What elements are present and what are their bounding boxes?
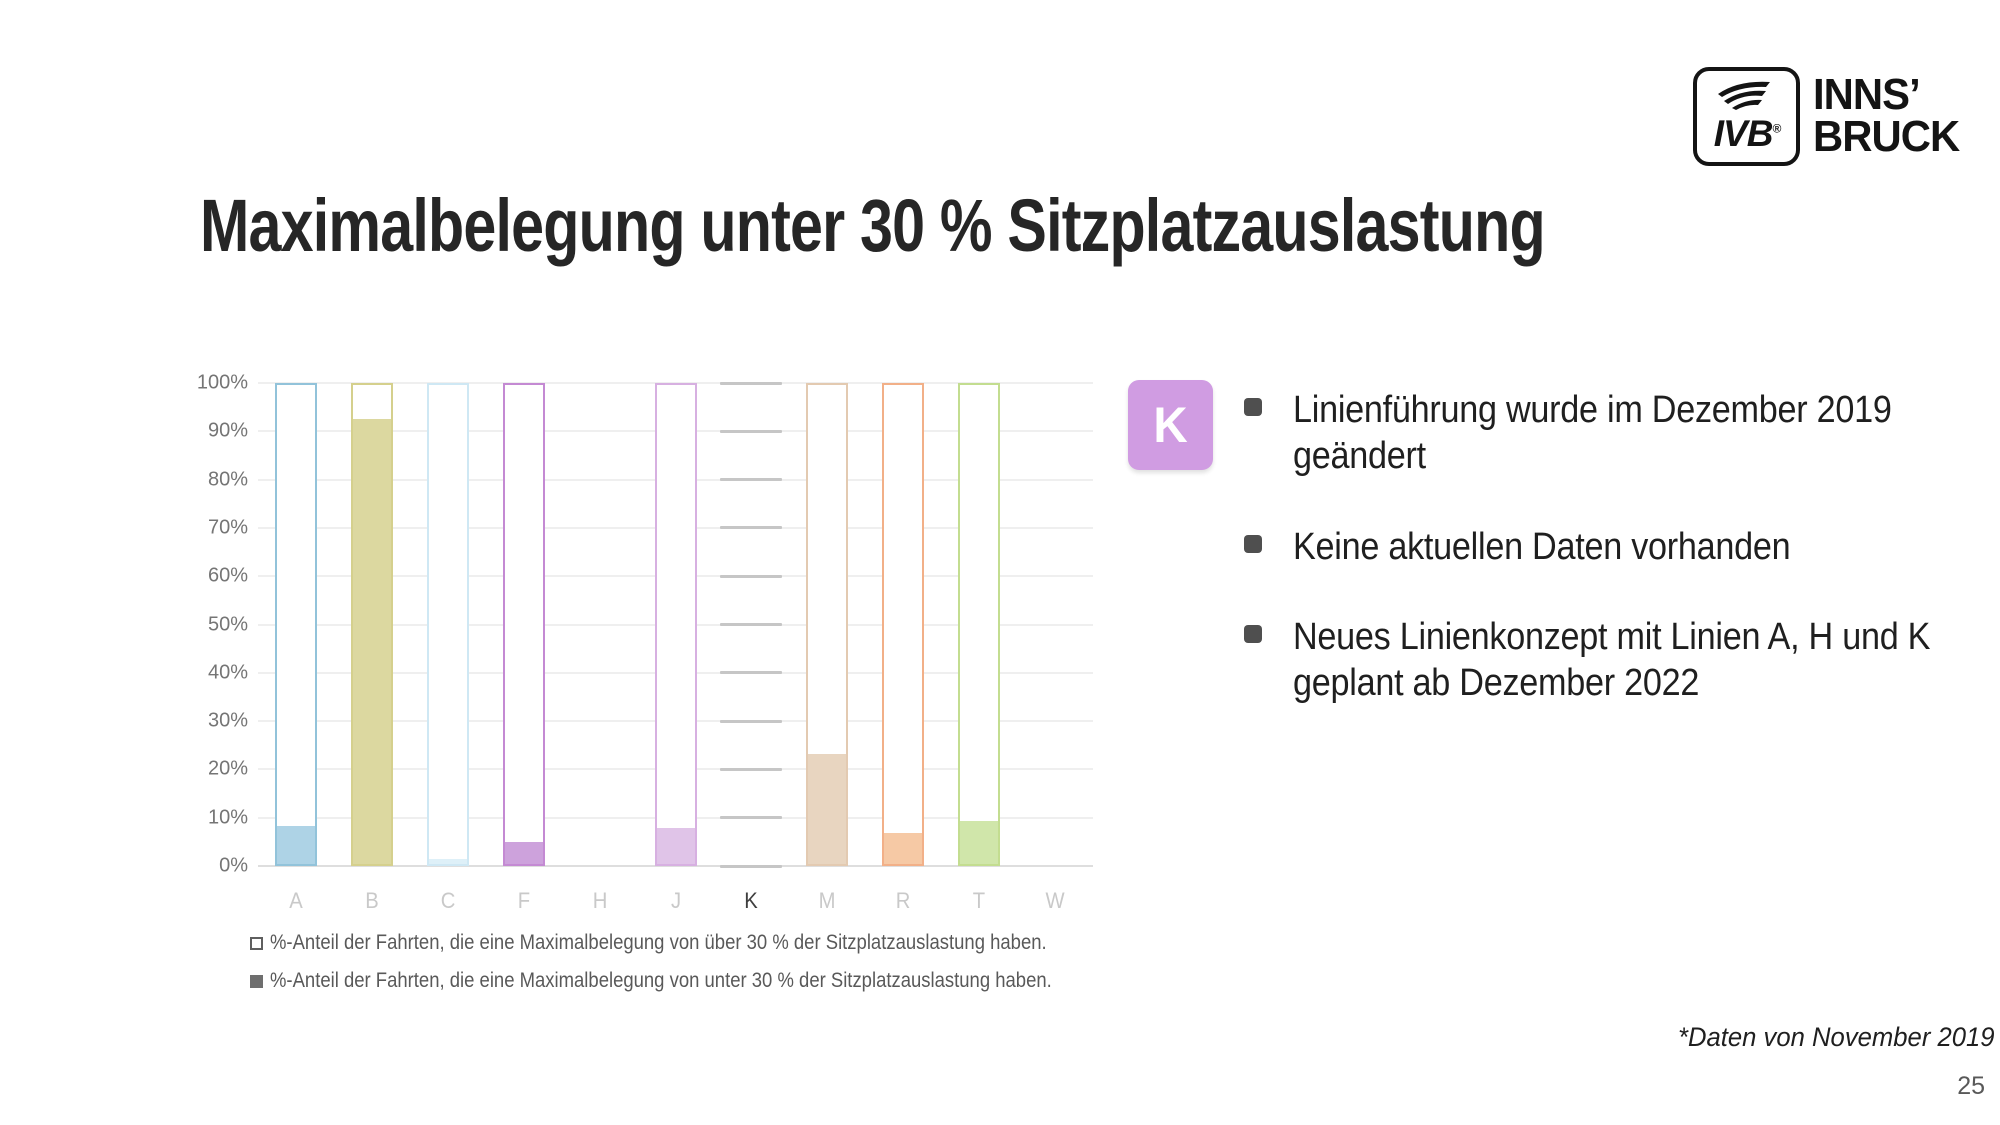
x-axis-label-A: A (289, 888, 303, 913)
bullet-item-3: Neues Linienkonzept mit Linien A, H und … (1244, 614, 2000, 706)
bar-F (502, 383, 545, 866)
bullet-text: Neues Linienkonzept mit Linien A, H und … (1293, 616, 1931, 704)
x-axis-label-F: F (517, 888, 530, 913)
bar-M (806, 383, 849, 866)
bullet-square-icon (1244, 625, 1262, 643)
x-axis-label-C: C (440, 888, 456, 913)
y-tick-label-90: 90% (207, 419, 248, 442)
bar-T (958, 383, 1001, 866)
bullet-item-2: Keine aktuellen Daten vorhanden (1244, 524, 2000, 570)
y-tick-label-30: 30% (207, 709, 248, 732)
bar-A (274, 383, 317, 866)
x-axis-label-W: W (1045, 888, 1065, 913)
x-axis-label-M: M (818, 888, 836, 913)
y-tick-label-50: 50% (207, 613, 248, 635)
gridline-0 (258, 865, 1093, 867)
bar-fill-T (960, 820, 999, 864)
no-data-dash-K-30 (720, 719, 783, 723)
no-data-dash-K-100 (720, 381, 783, 385)
x-axis-label-K: K (744, 888, 759, 913)
data-source-footnote: *Daten von November 2019 (1678, 1022, 1995, 1052)
y-tick-label-20: 20% (207, 757, 248, 780)
bullet-text: Keine aktuellen Daten vorhanden (1293, 526, 1791, 568)
innsbruck-logo-text: INNS’ BRUCK (1813, 70, 1960, 161)
x-axis-label-B: B (365, 888, 379, 913)
page-title: Maximalbelegung unter 30 % Sitzplatzausl… (200, 184, 1546, 267)
line-k-badge: K (1128, 380, 1213, 470)
no-data-dash-K-60 (720, 574, 783, 578)
bar-fill-M (808, 753, 847, 864)
bullet-text: Linienführung wurde im Dezember 2019 geä… (1293, 389, 1892, 477)
no-data-dash-K-70 (720, 526, 783, 530)
y-tick-label-80: 80% (207, 468, 248, 491)
bar-chart-plot-area (258, 381, 1093, 868)
bullet-item-1: Linienführung wurde im Dezember 2019 geä… (1244, 387, 2000, 479)
hollow-square-icon (250, 936, 263, 950)
no-data-dash-K-0 (720, 864, 783, 868)
y-tick-label-40: 40% (207, 661, 248, 684)
no-data-dash-K-80 (720, 478, 783, 482)
bar-fill-C (428, 859, 467, 864)
y-tick-label-0: 0% (219, 854, 248, 877)
no-data-dash-K-10 (720, 816, 783, 820)
bar-J (654, 383, 697, 866)
x-axis-label-J: J (670, 888, 681, 913)
legend-item-under-30: %-Anteil der Fahrten, die eine Maximalbe… (250, 969, 1158, 993)
y-tick-label-70: 70% (207, 516, 248, 539)
no-data-dash-K-50 (720, 623, 783, 626)
filled-square-icon (250, 974, 263, 988)
no-data-dash-K-20 (720, 767, 783, 771)
no-data-dash-K-40 (720, 671, 783, 675)
x-axis-label-R: R (895, 888, 911, 913)
bar-fill-F (504, 842, 543, 864)
x-axis-label-T: T (972, 888, 986, 913)
legend-label: %-Anteil der Fahrten, die eine Maximalbe… (270, 931, 1047, 954)
registered-mark: ® (1772, 121, 1781, 136)
y-tick-label-100: 100% (196, 371, 248, 394)
bar-fill-J (656, 828, 695, 864)
bullet-square-icon (1244, 398, 1262, 416)
bar-fill-R (884, 832, 923, 864)
y-tick-label-10: 10% (207, 806, 248, 829)
bar-C (426, 383, 469, 866)
bar-B (350, 383, 393, 866)
ivb-logo-text: IVB® (1713, 113, 1782, 154)
legend-item-over-30: %-Anteil der Fahrten, die eine Maximalbe… (250, 931, 1153, 955)
bar-fill-A (276, 825, 315, 864)
ivb-swoosh-icon (1718, 81, 1770, 110)
legend-label: %-Anteil der Fahrten, die eine Maximalbe… (270, 969, 1052, 992)
no-data-dash-K-90 (720, 429, 783, 433)
line-k-badge-label: K (1153, 397, 1188, 453)
x-axis-label-H: H (592, 888, 607, 913)
bullet-square-icon (1244, 535, 1262, 553)
y-tick-label-60: 60% (207, 564, 248, 587)
bar-R (882, 383, 925, 866)
bar-fill-B (352, 418, 391, 864)
page-number: 25 (1957, 1072, 1985, 1100)
